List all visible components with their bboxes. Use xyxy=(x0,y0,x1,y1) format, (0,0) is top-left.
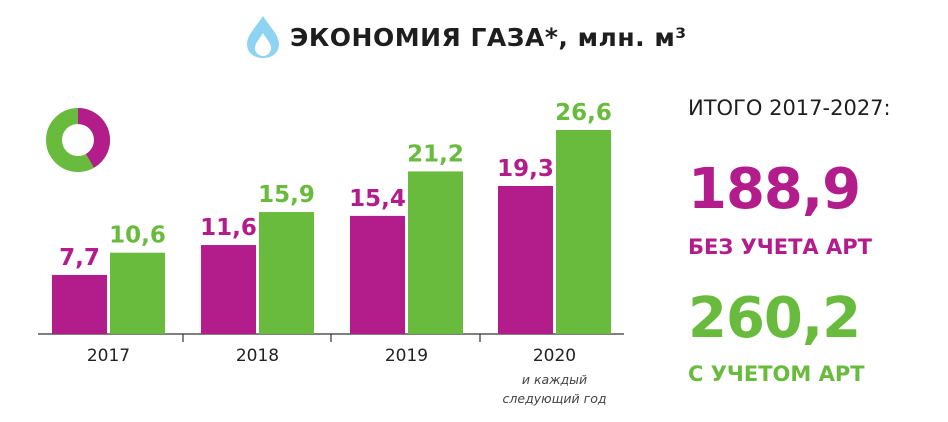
bar-chart: 7,7 10,6 11,615,9 15,421,2 19,3 26,6 2017 2018… xyxy=(38,100,624,406)
total-without-art-label: БЕЗ УЧЕТА АРТ xyxy=(688,235,872,259)
data-label-2018-series-2: 15,9 xyxy=(258,182,315,208)
bar-2017-series-2 xyxy=(110,252,165,334)
gas-flame-icon xyxy=(247,16,279,58)
x-tick-label-2018: 2018 xyxy=(236,346,279,366)
x-tick-label-2020: 2020 xyxy=(533,346,576,366)
bar-2019-series-1 xyxy=(350,215,405,334)
donut-chart-icon xyxy=(46,108,110,172)
data-label-2018-series-1: 11,6 xyxy=(200,215,257,241)
summary-heading: ИТОГО 2017-2027: xyxy=(688,96,891,120)
bar-2018-series-2 xyxy=(259,212,314,334)
data-label-2017-series-1: 7,7 xyxy=(59,245,100,271)
chart-title-row: ЭКОНОМИЯ ГАЗА*, млн. м³ xyxy=(246,12,687,62)
data-label-2020-series-2: 26,6 xyxy=(555,100,612,126)
bar-2020-series-1 xyxy=(498,185,553,334)
bar-2018-series-1 xyxy=(201,245,256,334)
total-without-art-value: 188,9 xyxy=(688,157,861,222)
total-with-art-label: С УЧЕТОМ АРТ xyxy=(688,362,865,386)
chart-title: ЭКОНОМИЯ ГАЗА*, млн. м³ xyxy=(290,22,687,52)
data-label-2017-series-2: 10,6 xyxy=(109,223,166,249)
bar-2019-series-2 xyxy=(408,171,463,334)
data-label-2019-series-1: 15,4 xyxy=(349,186,406,212)
bar-2017-series-1 xyxy=(52,274,107,334)
x-tick-label-2019: 2019 xyxy=(385,346,428,366)
total-with-art-value: 260,2 xyxy=(688,286,861,351)
summary-panel: ИТОГО 2017-2027: 188,9 БЕЗ УЧЕТА АРТ 260… xyxy=(688,96,938,386)
bar-2020-series-2 xyxy=(556,130,611,334)
annotation-note: и каждый следующий год xyxy=(503,372,607,406)
data-label-2019-series-2: 21,2 xyxy=(407,141,464,167)
data-label-2020-series-1: 19,3 xyxy=(497,156,554,182)
x-tick-label-2017: 2017 xyxy=(87,346,130,366)
